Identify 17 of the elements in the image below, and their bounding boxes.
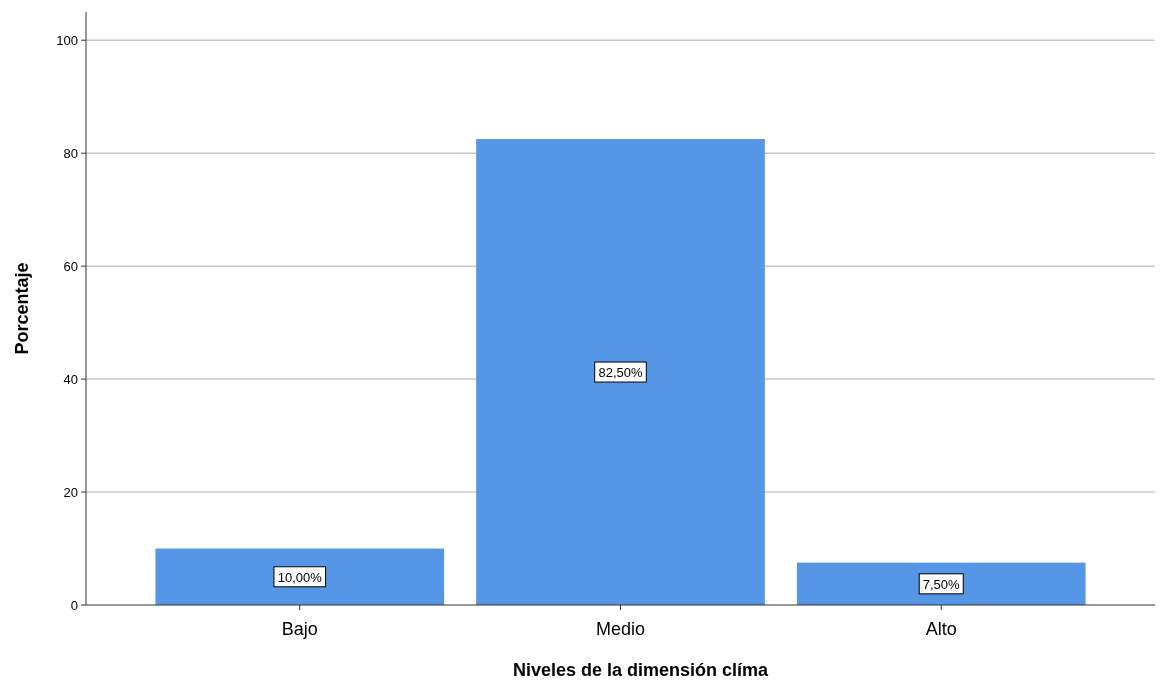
y-tick-label: 0 xyxy=(70,598,78,613)
x-axis-title: Niveles de la dimensión clíma xyxy=(512,660,770,680)
data-label: 10,00% xyxy=(277,569,323,585)
y-tick-label: 20 xyxy=(63,485,78,501)
y-tick-label: 80 xyxy=(63,146,78,162)
bar xyxy=(155,548,445,605)
x-tick-label: Alto xyxy=(925,619,957,639)
x-tick-label: Bajo xyxy=(281,619,318,639)
x-tick-label: Medio xyxy=(595,619,646,639)
bar xyxy=(796,562,1086,605)
y-tick-label: 100 xyxy=(56,33,78,49)
y-axis-title: Porcentaje xyxy=(12,262,32,355)
data-label: 82,50% xyxy=(598,365,643,381)
y-tick-label: 60 xyxy=(63,259,78,275)
bar xyxy=(476,139,765,605)
y-tick-label: 40 xyxy=(63,372,78,388)
data-label: 7,50% xyxy=(922,576,961,592)
